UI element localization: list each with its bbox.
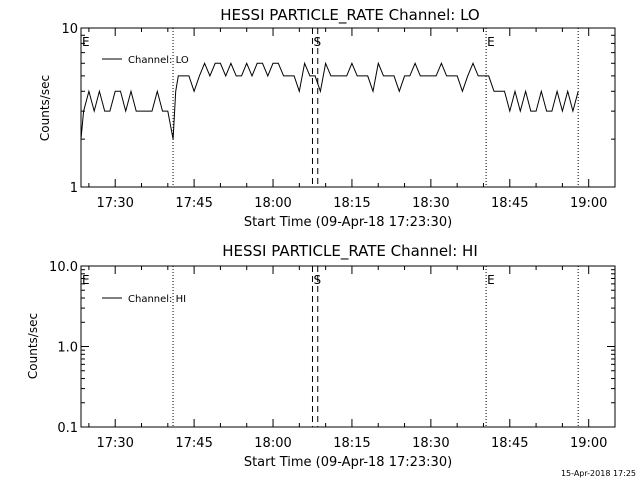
- chart-title: HESSI PARTICLE_RATE Channel: HI: [222, 242, 478, 261]
- x-tick-label: 17:45: [175, 436, 212, 451]
- event-marker-label: E: [487, 35, 495, 49]
- x-tick-label: 17:45: [175, 196, 212, 211]
- markers: ESE: [80, 266, 579, 427]
- x-ticks: 17:30 17:45 18:00 18:15 18:30 18:45 19:00: [88, 28, 616, 211]
- plot-frame: [80, 265, 616, 428]
- x-tick-label: 18:45: [491, 196, 528, 211]
- series-line: [80, 61, 579, 140]
- legend: Channel: LO: [102, 55, 189, 66]
- legend-entry: Channel: LO: [128, 55, 189, 66]
- legend: Channel: HI: [102, 294, 186, 305]
- series: [80, 61, 579, 140]
- event-marker-label: E: [82, 35, 90, 49]
- x-tick-label: 18:45: [491, 436, 528, 451]
- y-tick-label: 1.0: [57, 341, 78, 356]
- legend-entry: Channel: HI: [128, 294, 186, 305]
- x-axis-label: Start Time (09-Apr-18 17:23:30): [244, 455, 452, 470]
- y-tick-label: 0.1: [57, 421, 78, 436]
- x-tick-label: 18:00: [254, 436, 291, 451]
- event-marker-label: E: [82, 273, 90, 287]
- y-tick-label: 10.0: [49, 260, 78, 275]
- x-tick-label: 18:15: [333, 436, 370, 451]
- panel-hi: HESSI PARTICLE_RATE Channel: HI Counts/s…: [26, 242, 616, 470]
- panel-lo: HESSI PARTICLE_RATE Channel: LO Counts/s…: [38, 6, 616, 230]
- y-axis-label: Counts/sec: [26, 313, 40, 379]
- x-tick-label: 18:30: [412, 196, 449, 211]
- event-marker-label: E: [487, 273, 495, 287]
- x-tick-label: 18:00: [254, 196, 291, 211]
- chart-title: HESSI PARTICLE_RATE Channel: LO: [220, 6, 479, 25]
- x-tick-label: 19:00: [570, 436, 607, 451]
- y-tick-label: 10: [61, 22, 78, 37]
- y-axis-label: Counts/sec: [38, 75, 52, 141]
- x-tick-label: 18:15: [333, 196, 370, 211]
- footer-timestamp: 15-Apr-2018 17:25: [561, 469, 636, 478]
- plot-frame: [80, 27, 616, 188]
- x-tick-label: 17:30: [96, 196, 133, 211]
- y-tick-label: 1: [70, 181, 78, 196]
- y-ticks: 1 10: [61, 22, 615, 196]
- x-ticks: 17:30 17:45 18:00 18:15 18:30 18:45 19:00: [88, 266, 616, 451]
- markers: ESE: [80, 28, 579, 187]
- x-tick-label: 17:30: [96, 436, 133, 451]
- x-tick-label: 19:00: [570, 196, 607, 211]
- x-tick-label: 18:30: [412, 436, 449, 451]
- y-ticks: 0.1 1.0 10.0: [49, 260, 615, 436]
- x-axis-label: Start Time (09-Apr-18 17:23:30): [244, 215, 452, 230]
